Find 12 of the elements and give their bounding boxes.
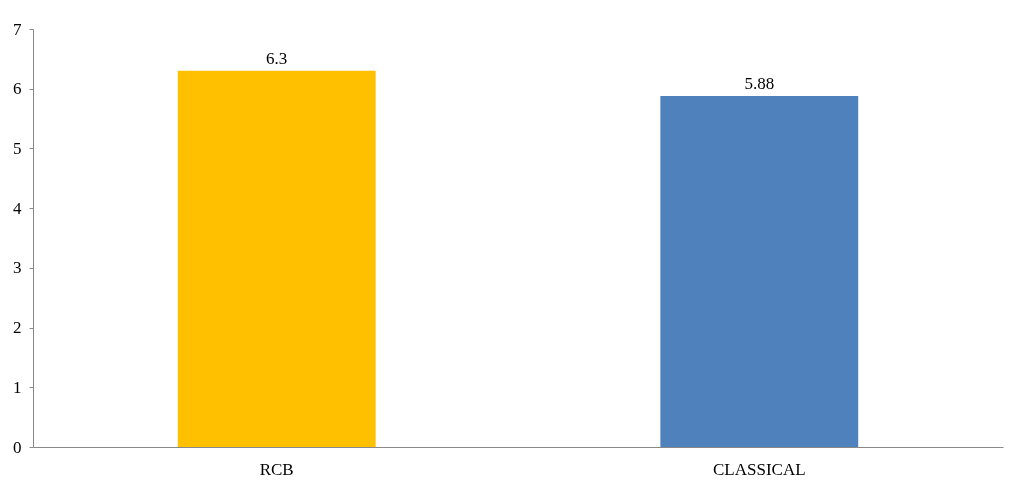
y-tick-label: 7: [13, 19, 22, 39]
data-label: 6.3: [266, 48, 288, 68]
y-tick-label: 5: [13, 138, 22, 158]
x-tick-label: RCB: [259, 459, 294, 479]
y-tick-label: 3: [13, 258, 22, 278]
y-tick-label: 6: [13, 79, 22, 99]
data-label: 5.88: [744, 73, 775, 93]
y-tick-label: 4: [13, 198, 22, 218]
y-tick-label: 0: [13, 437, 22, 457]
x-tick-label: CLASSICAL: [713, 459, 806, 479]
y-tick-label: 1: [13, 377, 22, 397]
y-tick-label: 2: [13, 318, 22, 338]
